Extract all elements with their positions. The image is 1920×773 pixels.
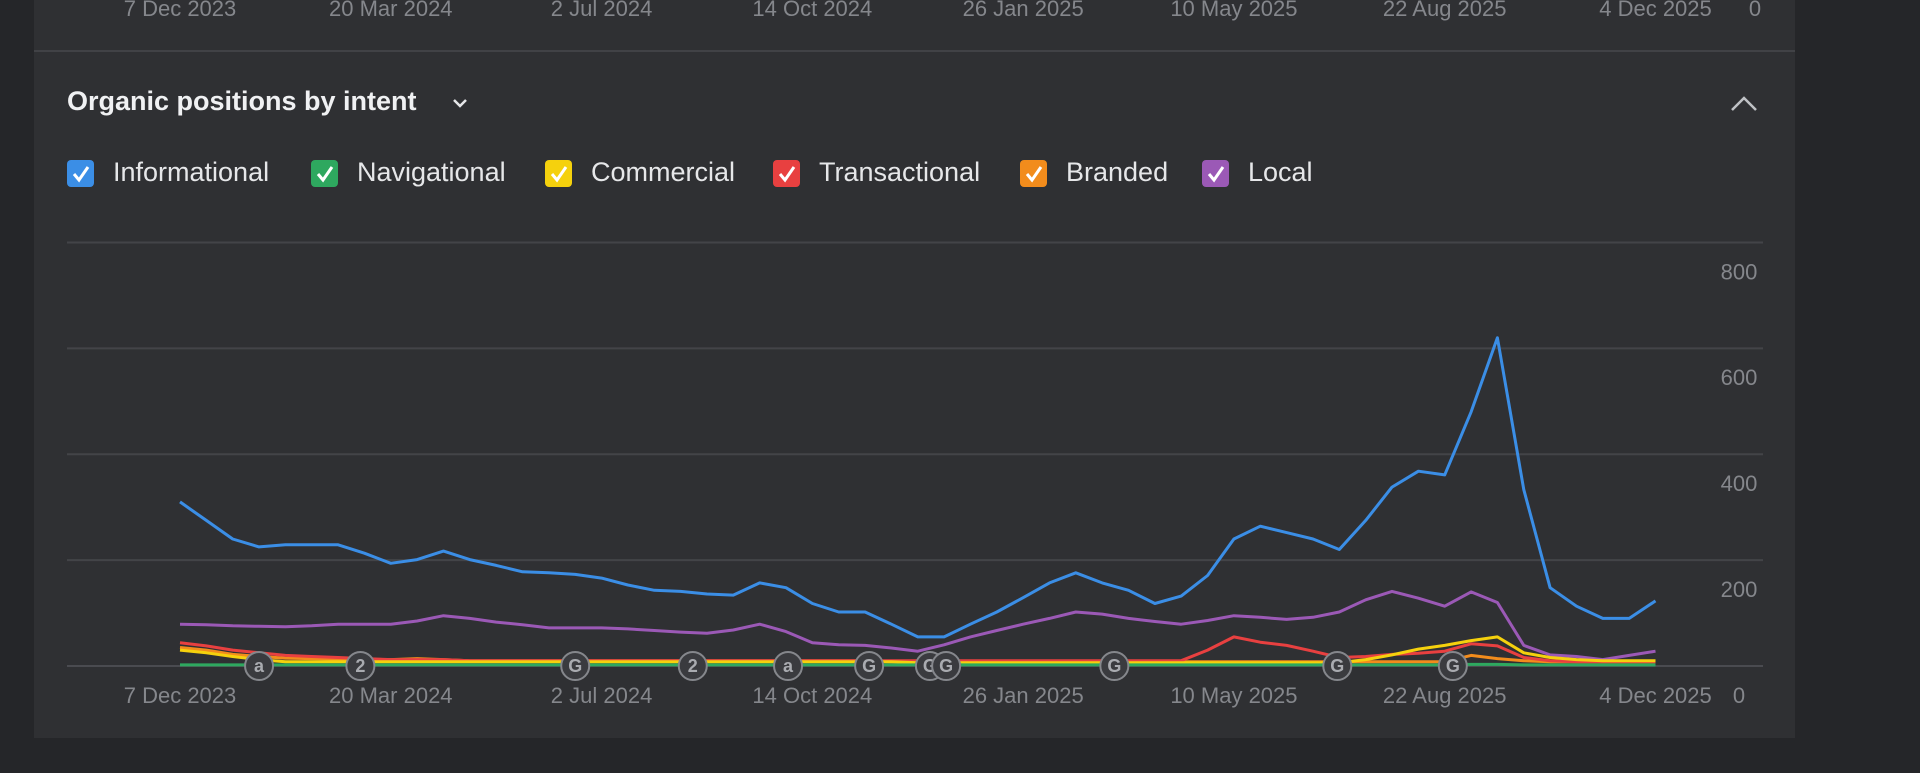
y-tick-label: 400 [1721, 471, 1758, 496]
legend-checkbox[interactable] [1020, 160, 1047, 187]
series-line [179, 589, 1656, 662]
event-label: G [1330, 656, 1344, 676]
event-label: G [862, 656, 876, 676]
legend-check [778, 166, 796, 183]
legend-item[interactable]: Navigational [311, 157, 506, 187]
x-tick-label: 22 Aug 2025 [1383, 683, 1507, 708]
legend-label[interactable]: Navigational [357, 157, 506, 187]
event-circle[interactable] [345, 651, 376, 681]
legend-label[interactable]: Local [1248, 157, 1313, 187]
event-marker[interactable]: G [1099, 651, 1130, 681]
event-label: G [1107, 656, 1121, 676]
legend-checkbox[interactable] [311, 160, 338, 187]
y-tick-label: 800 [1721, 259, 1758, 284]
legend-label[interactable]: Transactional [819, 157, 980, 187]
legend-label[interactable]: Informational [113, 157, 269, 187]
event-label: 2 [355, 656, 365, 676]
legend-item[interactable]: Informational [67, 157, 269, 187]
event-label: a [254, 656, 265, 676]
legend-label[interactable]: Commercial [591, 157, 735, 187]
x-tick-label: 14 Oct 2024 [752, 683, 872, 708]
x-tick-label: 26 Jan 2025 [963, 683, 1084, 708]
collapse-button[interactable] [1731, 96, 1757, 111]
prev-x-tick-label: 14 Oct 2024 [752, 0, 872, 21]
prev-x-tick-label: 26 Jan 2025 [963, 0, 1084, 21]
legend-item[interactable]: Local [1202, 157, 1313, 187]
event-circle[interactable] [1099, 651, 1130, 681]
legend-check [316, 166, 334, 183]
event-marker[interactable]: G [931, 651, 962, 681]
x-tick-label: 20 Mar 2024 [329, 683, 453, 708]
prev-x-tick-label: 7 Dec 2023 [124, 0, 237, 21]
y-tick-label: 200 [1721, 577, 1758, 602]
plot: 0 200 400 600 800 7 Dec 2023 20 Mar 2024 2 Jul … [67, 241, 1763, 708]
series-line [179, 336, 1657, 639]
prev-y-tick-label: 0 [1749, 0, 1761, 21]
legend-checkbox[interactable] [545, 160, 572, 187]
prev-x-tick-label: 22 Aug 2025 [1383, 0, 1507, 21]
event-circle[interactable] [560, 651, 591, 681]
y-tick-label: 600 [1721, 365, 1758, 390]
event-circle[interactable] [931, 651, 962, 681]
legend-label[interactable]: Branded [1066, 157, 1168, 187]
prev-x-tick-label: 10 May 2025 [1170, 0, 1297, 21]
event-circle[interactable] [1437, 651, 1468, 681]
event-label: G [568, 656, 582, 676]
event-label: 2 [688, 656, 698, 676]
event-marker[interactable]: G [1437, 651, 1468, 681]
event-label: G [1446, 656, 1460, 676]
event-marker[interactable]: G [560, 651, 591, 681]
event-marker[interactable]: 2 [345, 651, 376, 681]
x-tick-label: 10 May 2025 [1170, 683, 1297, 708]
prev-x-tick-label: 4 Dec 2025 [1599, 0, 1712, 21]
legend-check [72, 166, 90, 183]
legend-check [1025, 166, 1043, 183]
x-tick-label: 2 Jul 2024 [551, 683, 653, 708]
event-marker[interactable]: a [244, 651, 275, 681]
prev-x-tick-label: 20 Mar 2024 [329, 0, 453, 21]
legend-checkbox[interactable] [773, 160, 800, 187]
chart-title: Organic positions by intent [67, 86, 417, 116]
event-circle[interactable] [244, 651, 275, 681]
event-label: G [939, 656, 953, 676]
legend-checkbox[interactable] [1202, 160, 1229, 187]
event-circle[interactable] [1322, 651, 1353, 681]
y-tick-label: 0 [1733, 683, 1745, 708]
legend-item[interactable]: Transactional [773, 157, 980, 187]
event-circle[interactable] [677, 651, 708, 681]
legend-item[interactable]: Commercial [545, 157, 735, 187]
event-circle[interactable] [854, 651, 885, 681]
legend-item[interactable]: Branded [1020, 157, 1168, 187]
legend-checkbox[interactable] [67, 160, 94, 187]
event-circle[interactable] [773, 651, 804, 681]
title-dropdown[interactable] [453, 99, 467, 108]
x-tick-label: 7 Dec 2023 [124, 683, 237, 708]
legend-check [1207, 166, 1225, 183]
x-tick-label: 4 Dec 2025 [1599, 683, 1712, 708]
event-marker[interactable]: a [773, 651, 804, 681]
prev-x-tick-label: 2 Jul 2024 [551, 0, 653, 21]
event-label: a [783, 656, 794, 676]
event-marker[interactable]: G [854, 651, 885, 681]
event-marker[interactable]: 2 [677, 651, 708, 681]
event-marker[interactable]: G [1322, 651, 1353, 681]
legend-check [550, 166, 568, 183]
